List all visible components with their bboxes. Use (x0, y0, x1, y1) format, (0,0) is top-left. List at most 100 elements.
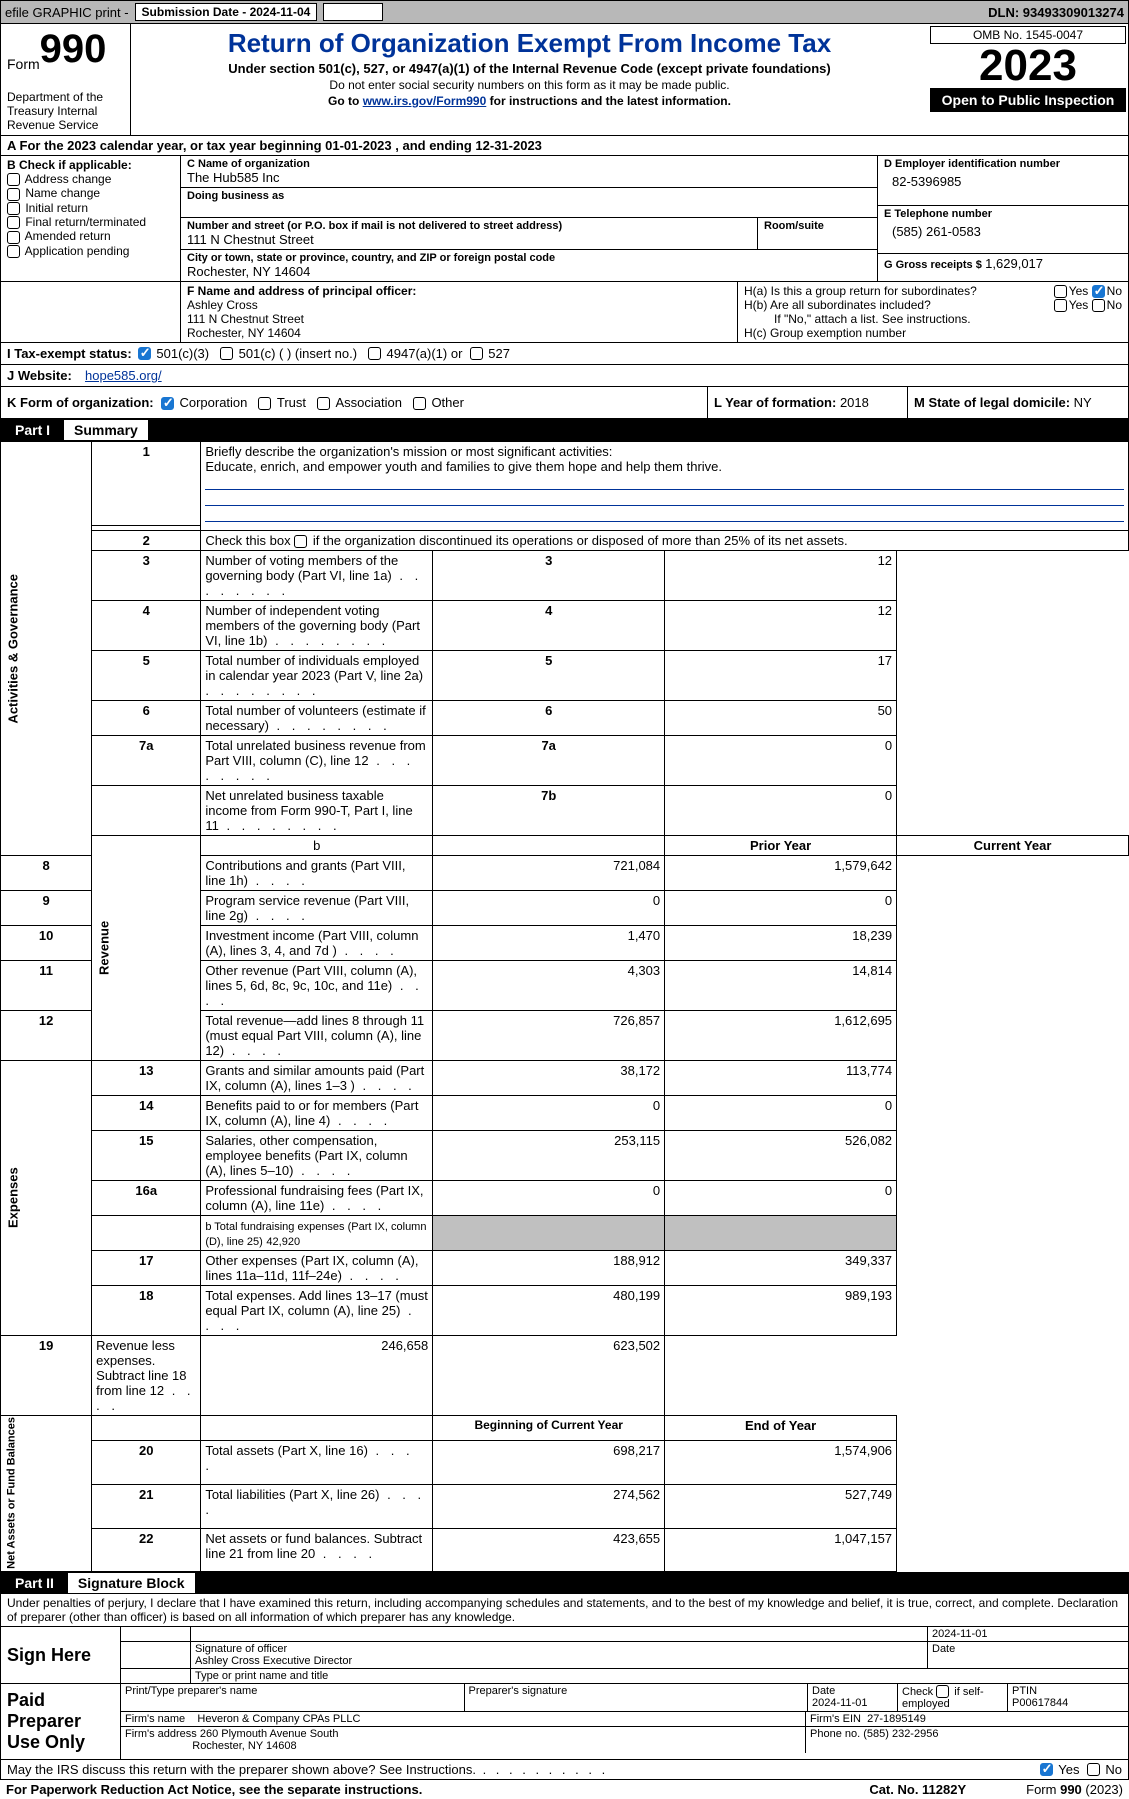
tax-year: 2023 (930, 44, 1126, 88)
section-k: K Form of organization: Corporation Trus… (1, 387, 708, 418)
org-name-box: C Name of organization The Hub585 Inc (181, 156, 877, 188)
summary-row: 13Grants and similar amounts paid (Part … (1, 1060, 1129, 1095)
form-title: Return of Organization Exempt From Incom… (135, 28, 924, 59)
i-501c3[interactable] (138, 347, 151, 360)
k-trust[interactable] (258, 397, 271, 410)
summary-row: 21Total liabilities (Part X, line 26) . … (1, 1484, 1129, 1528)
blank-btn[interactable] (323, 3, 383, 21)
b-final[interactable]: Final return/terminated (7, 215, 174, 229)
col-prior: Prior Year (665, 835, 897, 855)
room-box: Room/suite (757, 218, 877, 250)
col-begin: Beginning of Current Year (433, 1415, 665, 1440)
summary-row: 5Total number of individuals employed in… (1, 650, 1129, 700)
topbar: efile GRAPHIC print - Submission Date - … (0, 0, 1129, 24)
section-b: B Check if applicable: Address change Na… (1, 156, 181, 281)
summary-row: 17Other expenses (Part IX, column (A), l… (1, 1250, 1129, 1285)
form-subtitle: Under section 501(c), 527, or 4947(a)(1)… (135, 61, 924, 76)
i-4947[interactable] (368, 347, 381, 360)
b-initial[interactable]: Initial return (7, 201, 174, 215)
tax-year-line: A For the 2023 calendar year, or tax yea… (0, 136, 1129, 156)
summary-row: 4Number of independent voting members of… (1, 600, 1129, 650)
mission-text: Educate, enrich, and empower youth and f… (205, 459, 722, 474)
hb-no[interactable] (1092, 299, 1105, 312)
summary-row: 16aProfessional fundraising fees (Part I… (1, 1180, 1129, 1215)
discuss-yes[interactable] (1040, 1763, 1053, 1776)
summary-row: 19Revenue less expenses. Subtract line 1… (1, 1335, 1129, 1415)
website-link[interactable]: hope585.org/ (85, 368, 162, 383)
summary-row: 15Salaries, other compensation, employee… (1, 1130, 1129, 1180)
section-h: H(a) Is this a group return for subordin… (738, 282, 1128, 342)
org-info-block: B Check if applicable: Address change Na… (0, 156, 1129, 282)
k-corp[interactable] (161, 397, 174, 410)
sign-here-label: Sign Here (1, 1627, 121, 1683)
section-j: J Website: hope585.org/ (0, 365, 1129, 387)
submission-date-btn[interactable]: Submission Date - 2024-11-04 (135, 3, 318, 21)
city-box: City or town, state or province, country… (181, 250, 877, 281)
col-curr: Current Year (897, 835, 1129, 855)
l2-post: if the organization discontinued its ope… (313, 533, 848, 548)
section-l: L Year of formation: 2018 (708, 387, 908, 418)
summary-row: 6Total number of volunteers (estimate if… (1, 700, 1129, 735)
l16b-label: b Total fundraising expenses (Part IX, c… (205, 1221, 426, 1248)
section-m: M State of legal domicile: NY (908, 387, 1128, 418)
footer-note: For Paperwork Reduction Act Notice, see … (0, 1780, 1129, 1799)
b-pending[interactable]: Application pending (7, 244, 174, 258)
l1-label: Briefly describe the organization's miss… (205, 444, 612, 459)
dba-box: Doing business as (181, 188, 877, 218)
k-other[interactable] (413, 397, 426, 410)
b-label: B Check if applicable: (7, 158, 174, 172)
h-note: If "No," attach a list. See instructions… (744, 312, 1122, 326)
street-box: Number and street (or P.O. box if mail i… (181, 218, 757, 250)
efile-label: efile GRAPHIC print - (5, 5, 129, 20)
summary-row: 3Number of voting members of the governi… (1, 550, 1129, 600)
dln-label: DLN: 93493309013274 (988, 5, 1124, 20)
public-inspection: Open to Public Inspection (930, 88, 1126, 112)
side-governance: Activities & Governance (1, 442, 92, 856)
i-501c[interactable] (220, 347, 233, 360)
phone-box: E Telephone number (585) 261-0583 (878, 206, 1128, 254)
discuss-row: May the IRS discuss this return with the… (0, 1760, 1129, 1780)
summary-row: 18Total expenses. Add lines 13–17 (must … (1, 1285, 1129, 1335)
side-expenses: Expenses (1, 1060, 92, 1335)
header-center: Return of Organization Exempt From Incom… (131, 24, 928, 135)
hc-label: H(c) Group exemption number (744, 326, 1122, 340)
summary-table: Activities & Governance 1 Briefly descri… (0, 441, 1129, 1572)
hb-yes[interactable] (1054, 299, 1067, 312)
dept-label: Department of the Treasury Internal Reve… (7, 90, 124, 132)
summary-row: 20Total assets (Part X, line 16) . . . .… (1, 1440, 1129, 1484)
b-addr-change[interactable]: Address change (7, 172, 174, 186)
header-right: OMB No. 1545-0047 2023 Open to Public In… (928, 24, 1128, 135)
hb-label: H(b) Are all subordinates included? (744, 298, 1054, 312)
summary-row: Net unrelated business taxable income fr… (1, 785, 1129, 835)
form-privacy-note: Do not enter social security numbers on … (135, 78, 924, 92)
summary-row: 14Benefits paid to or for members (Part … (1, 1095, 1129, 1130)
b-amended[interactable]: Amended return (7, 229, 174, 243)
summary-row: 7aTotal unrelated business revenue from … (1, 735, 1129, 785)
ha-yes[interactable] (1054, 285, 1067, 298)
side-net: Net Assets or Fund Balances (1, 1415, 92, 1572)
b-name-change[interactable]: Name change (7, 186, 174, 200)
side-revenue: Revenue (92, 835, 201, 1060)
part2-header: Part II Signature Block (0, 1572, 1129, 1594)
signature-block: Sign Here 2024-11-01 Signature of office… (0, 1627, 1129, 1760)
perjury-text: Under penalties of perjury, I declare th… (0, 1594, 1129, 1627)
form-number: Form990 (7, 27, 124, 72)
ha-no[interactable] (1092, 285, 1105, 298)
col-end: End of Year (665, 1415, 897, 1440)
section-i: I Tax-exempt status: 501(c)(3) 501(c) ( … (0, 343, 1129, 365)
discuss-no[interactable] (1087, 1763, 1100, 1776)
i-527[interactable] (470, 347, 483, 360)
l2-label: Check this box (205, 533, 290, 548)
k-assoc[interactable] (317, 397, 330, 410)
l2-check[interactable] (294, 535, 307, 548)
summary-row: 22Net assets or fund balances. Subtract … (1, 1528, 1129, 1572)
self-emp-check[interactable] (936, 1685, 949, 1698)
form-instructions-link: Go to www.irs.gov/Form990 for instructio… (135, 94, 924, 108)
irs-link[interactable]: www.irs.gov/Form990 (363, 94, 487, 108)
ha-label: H(a) Is this a group return for subordin… (744, 284, 1054, 298)
paid-preparer-label: Paid Preparer Use Only (1, 1684, 121, 1759)
officer-box: F Name and address of principal officer:… (181, 282, 738, 342)
part1-header: Part I Summary (0, 419, 1129, 441)
ein-box: D Employer identification number 82-5396… (878, 156, 1128, 206)
gross-receipts-box: G Gross receipts $ 1,629,017 (878, 254, 1128, 273)
